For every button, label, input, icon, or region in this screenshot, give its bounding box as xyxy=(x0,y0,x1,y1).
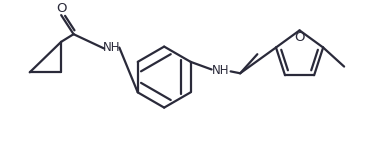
Text: O: O xyxy=(56,2,67,15)
Text: NH: NH xyxy=(103,41,120,54)
Text: O: O xyxy=(294,32,305,45)
Text: NH: NH xyxy=(212,64,230,77)
